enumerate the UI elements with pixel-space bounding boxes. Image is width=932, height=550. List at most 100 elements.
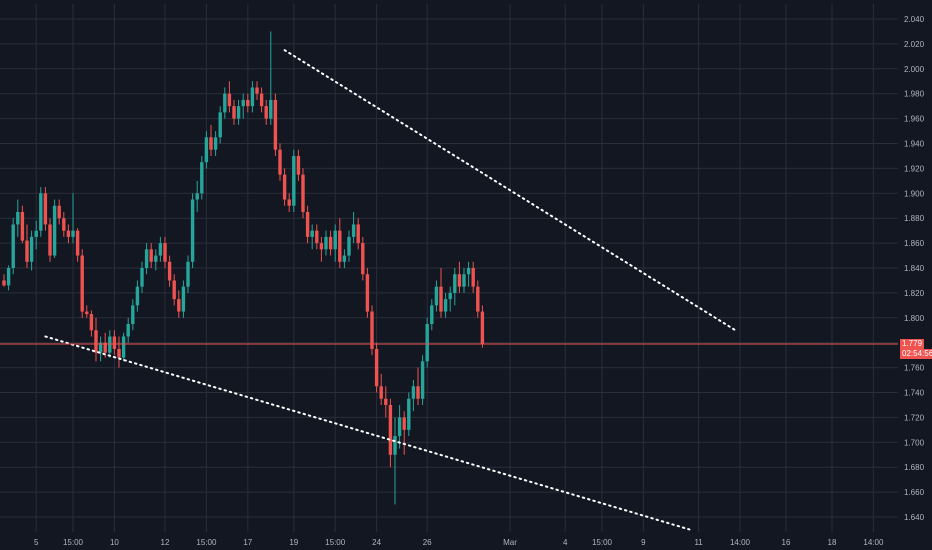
x-tick-label: 5 xyxy=(34,538,39,547)
x-tick-label: 16 xyxy=(782,538,791,547)
x-tick-label: 9 xyxy=(641,538,646,547)
x-tick-label: 10 xyxy=(110,538,119,547)
candle-body xyxy=(6,268,11,286)
candle-body xyxy=(158,243,163,256)
candle-body xyxy=(11,224,15,268)
candle-body xyxy=(310,230,314,237)
y-tick-label: 1.980 xyxy=(904,90,925,99)
candle-body xyxy=(333,230,337,250)
candle-body xyxy=(425,324,429,362)
candle-body xyxy=(80,255,84,312)
candle-body xyxy=(338,230,342,262)
candle-body xyxy=(462,274,466,287)
candle-body xyxy=(278,149,282,175)
candle-body xyxy=(131,305,135,325)
candle-body xyxy=(200,162,204,194)
y-tick-label: 2.020 xyxy=(904,40,925,49)
candle-body xyxy=(430,305,434,325)
candle-body xyxy=(319,243,324,250)
x-tick-label: 15:00 xyxy=(196,538,217,547)
candle-body xyxy=(62,218,66,231)
countdown-label: 02:54:56 xyxy=(900,348,932,359)
candle-body xyxy=(52,205,57,256)
candle-body xyxy=(282,174,287,200)
candle-body xyxy=(48,224,52,256)
candle-body xyxy=(388,404,393,455)
time-axis[interactable]: 5 15:00 10 12 15:00 17 19 15:00 24 26 Mar 4 15:00 9 11… xyxy=(34,538,884,547)
candle-body xyxy=(402,417,406,430)
candle-body xyxy=(439,286,443,312)
candle-body xyxy=(121,336,126,358)
candle-body xyxy=(407,398,411,430)
candle-body xyxy=(480,311,485,344)
candle-body xyxy=(71,230,75,237)
candle-body xyxy=(20,211,25,241)
candle-body xyxy=(305,211,310,237)
candle-body xyxy=(57,205,61,219)
y-tick-label: 1.940 xyxy=(904,140,925,149)
candle-body xyxy=(167,261,172,281)
candle-body xyxy=(347,236,351,256)
trendlines-layer xyxy=(44,49,737,531)
candle-body xyxy=(154,255,158,262)
candle-body xyxy=(420,361,425,399)
candle-body xyxy=(34,230,38,237)
y-tick-label: 2.040 xyxy=(904,15,925,24)
candle-body xyxy=(186,261,190,287)
candle-body xyxy=(397,417,402,437)
candle-body xyxy=(361,243,365,275)
x-tick-label: 19 xyxy=(289,538,298,547)
candle-body xyxy=(172,280,176,300)
candle-body xyxy=(223,93,227,113)
y-tick-label: 1.720 xyxy=(904,413,925,422)
candle-body xyxy=(273,99,278,150)
x-tick-label: 12 xyxy=(161,538,170,547)
y-tick-label: 1.800 xyxy=(904,314,925,323)
candle-body xyxy=(416,386,420,399)
trendline-upper xyxy=(283,49,737,332)
price-axis[interactable]: 1.6401.6601.6801.7001.7201.7401.7601.780… xyxy=(904,15,925,522)
candle-body xyxy=(232,106,236,119)
candle-body xyxy=(315,230,319,244)
x-tick-label: 26 xyxy=(423,538,432,547)
candle-body xyxy=(411,386,416,399)
candle-body xyxy=(328,236,333,250)
candles-layer xyxy=(2,31,485,505)
candle-body xyxy=(16,211,20,225)
x-tick-label: 18 xyxy=(828,538,837,547)
candle-body xyxy=(98,342,103,353)
y-tick-label: 1.640 xyxy=(904,513,925,522)
y-tick-label: 1.820 xyxy=(904,289,925,298)
candle-body xyxy=(209,137,213,150)
candle-body xyxy=(94,330,98,353)
candle-body xyxy=(453,274,457,293)
candle-body xyxy=(292,155,296,206)
x-tick-label: 4 xyxy=(563,538,568,547)
y-tick-label: 1.840 xyxy=(904,264,925,273)
x-tick-label: 15:00 xyxy=(325,538,346,547)
candle-body xyxy=(365,274,370,312)
x-tick-label: 17 xyxy=(243,538,252,547)
x-tick-label: 15:00 xyxy=(592,538,613,547)
y-tick-label: 1.660 xyxy=(904,488,925,497)
candle-body xyxy=(236,106,241,119)
candle-body xyxy=(246,99,250,107)
candle-body xyxy=(112,336,117,349)
chart-grid xyxy=(0,4,898,532)
candle-body xyxy=(356,224,360,244)
candle-body xyxy=(117,348,121,358)
candle-body xyxy=(144,249,149,268)
candle-body xyxy=(75,230,80,256)
y-tick-label: 1.920 xyxy=(904,164,925,173)
y-tick-label: 1.960 xyxy=(904,115,925,124)
candle-body xyxy=(434,286,439,306)
x-tick-label: 24 xyxy=(372,538,381,547)
x-tick-label: 15:00 xyxy=(63,538,84,547)
candle-body xyxy=(218,112,222,138)
candle-body xyxy=(448,292,452,300)
candle-body xyxy=(379,386,383,399)
candle-body xyxy=(443,299,448,312)
candle-body xyxy=(89,314,94,331)
candle-body xyxy=(342,255,347,262)
